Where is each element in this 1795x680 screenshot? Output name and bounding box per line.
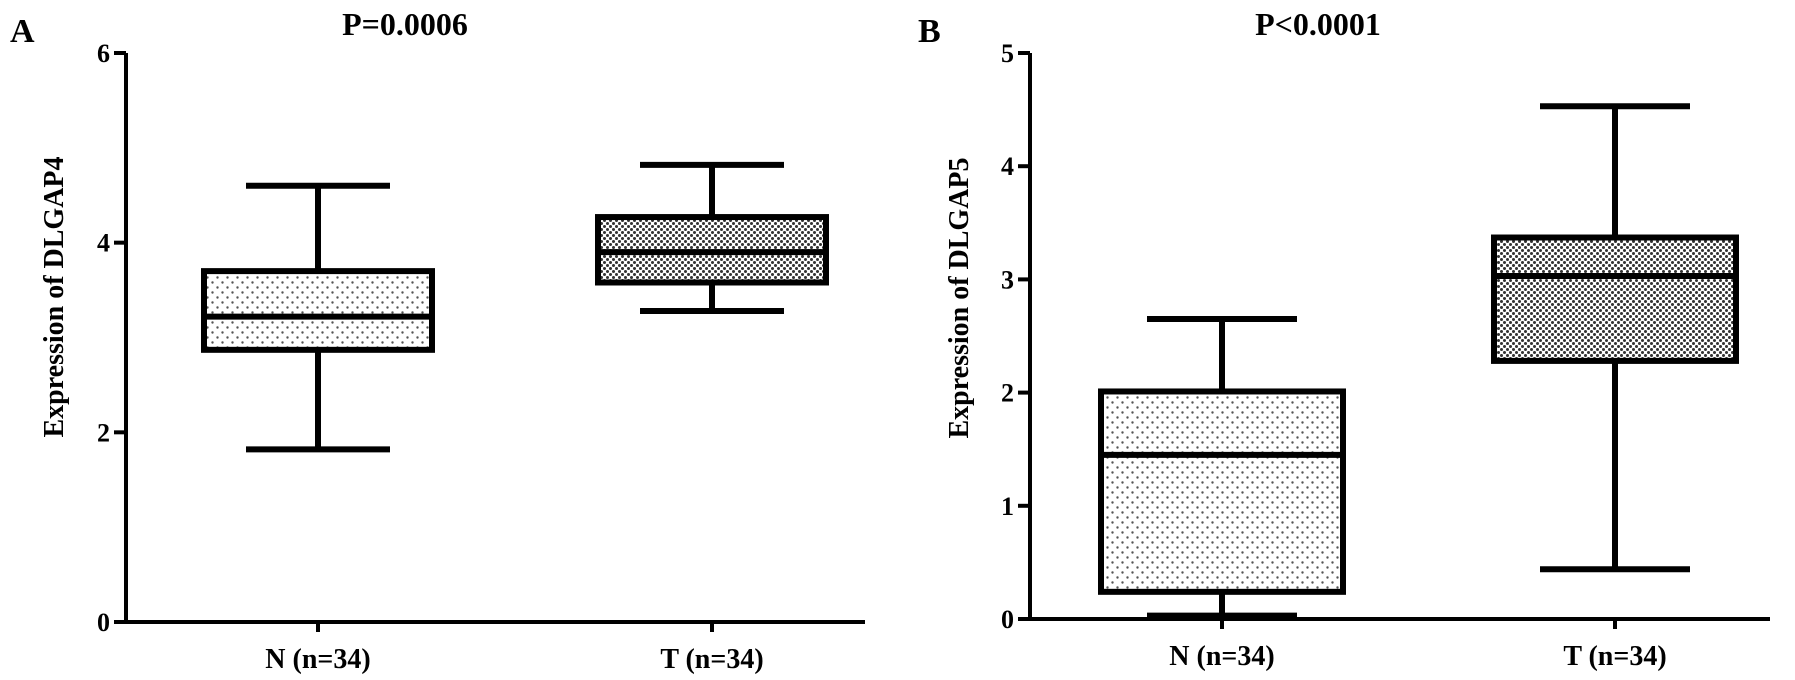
chart-title-a: P=0.0006 — [342, 6, 468, 42]
iqr-box — [1098, 388, 1346, 595]
chart-title-b: P<0.0001 — [1255, 6, 1381, 42]
chart-1-y-tick-label: 0 — [97, 608, 110, 637]
chart-2-y-tick-label: 3 — [1001, 265, 1014, 294]
chart-2-box-2 — [1491, 103, 1739, 573]
chart-2-x-tick-label: N (n=34) — [1169, 641, 1274, 672]
chart-2-y-tick-label: 1 — [1001, 492, 1014, 521]
chart-1-x-tick-label: N (n=34) — [265, 644, 370, 675]
chart-2-y-tick-label: 5 — [1001, 39, 1014, 68]
panel-a: A P=0.0006 Expression of DLGAP4 0 2 4 6 N (n… — [10, 6, 865, 675]
chart-1-y-tick-label: 6 — [97, 39, 110, 68]
chart-1-x-tick-label: T (n=34) — [660, 644, 763, 675]
iqr-box — [201, 268, 435, 353]
chart-2-y-tick-label: 0 — [1001, 605, 1014, 634]
panel-label-a: A — [10, 13, 35, 50]
panel-label-b: B — [918, 13, 941, 50]
chart-1-box-2 — [595, 161, 829, 314]
chart-1-box-1 — [201, 182, 435, 453]
y-axis-label-b: Expression of DLGAP5 — [944, 157, 975, 438]
chart-1-y-tick-label: 4 — [97, 229, 110, 258]
panel-b: B P<0.0001 Expression of DLGAP5 0 1 2 3 4 5 N … — [918, 6, 1770, 672]
chart-2-box-1 — [1098, 316, 1346, 619]
chart-1-y-tick-label: 2 — [97, 418, 110, 447]
y-axis-label-a: Expression of DLGAP4 — [39, 156, 70, 437]
chart-2-y-tick-label: 4 — [1001, 152, 1014, 181]
iqr-box — [1491, 234, 1739, 364]
chart-2-x-tick-label: T (n=34) — [1563, 641, 1666, 672]
chart-2-y-tick-label: 2 — [1001, 379, 1014, 408]
